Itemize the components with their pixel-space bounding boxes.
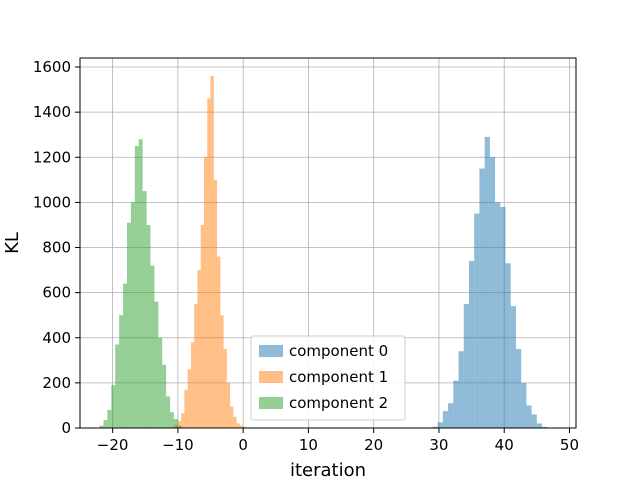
histogram-bar (458, 351, 464, 428)
y-tick-label: 0 (61, 419, 71, 437)
y-tick-label: 200 (42, 374, 71, 392)
histogram-bar (432, 426, 438, 428)
legend-swatch (259, 345, 283, 357)
histogram-bar (453, 380, 459, 428)
histogram-bar (213, 179, 218, 428)
histogram-bar (542, 426, 548, 428)
histogram-bar (177, 425, 182, 428)
histogram-bar (484, 136, 490, 428)
histogram-bar (173, 418, 178, 428)
histogram-bar (190, 342, 195, 428)
x-tick-label: −10 (162, 436, 194, 454)
histogram-bar (510, 306, 516, 428)
series-2-bars (99, 139, 182, 429)
histogram-bar (217, 256, 221, 428)
histogram-bar (115, 344, 120, 428)
x-axis-label: iteration (290, 460, 366, 480)
histogram-bar (126, 222, 131, 428)
histogram-bar (204, 157, 208, 428)
histogram-bar (505, 263, 511, 428)
x-tick-label: −20 (97, 436, 129, 454)
y-tick-label: 600 (42, 284, 71, 302)
histogram-bar (123, 283, 127, 428)
series-1-bars (171, 76, 247, 429)
histogram-bar (479, 168, 485, 429)
histogram-bar (138, 139, 143, 428)
histogram-bar (197, 270, 201, 428)
histogram-bar (468, 261, 475, 428)
histogram-bar (207, 98, 211, 429)
histogram-bar (474, 213, 480, 428)
histogram-bar (226, 382, 231, 428)
x-tick-label: 50 (560, 436, 579, 454)
histogram-bar (158, 337, 163, 428)
histogram-bar (220, 315, 224, 428)
histogram-bar (162, 364, 167, 428)
legend-box (250, 335, 406, 421)
legend-label: component 0 (289, 342, 388, 360)
histogram-bar (531, 414, 537, 428)
y-tick-label: 1600 (33, 58, 71, 76)
legend: component 0 component 1 component 2 (250, 335, 406, 421)
histogram-bar (236, 423, 240, 428)
y-tick-label: 400 (42, 329, 71, 347)
histogram-bar (166, 396, 171, 428)
histogram-bar (233, 416, 237, 428)
histogram-bar (442, 411, 449, 428)
histogram-bar (210, 76, 214, 429)
histogram-bar (187, 369, 191, 428)
x-tick-label: 30 (429, 436, 448, 454)
y-tick-label: 1400 (33, 103, 71, 121)
legend-label: component 1 (289, 368, 388, 386)
histogram-bar (130, 202, 135, 428)
histogram-bar (111, 385, 116, 428)
histogram-bar (99, 425, 104, 428)
histogram-bar (437, 422, 443, 428)
x-axis-ticks: −20 −10 0 10 20 30 40 50 (97, 428, 579, 454)
legend-swatch (259, 371, 283, 383)
histogram-bar (134, 145, 139, 429)
histogram-bar (142, 191, 147, 428)
series-0-bars (432, 136, 548, 429)
legend-swatch (259, 397, 283, 409)
histogram-bar (119, 315, 124, 428)
histogram-bar (170, 412, 174, 428)
histogram-bar (223, 349, 227, 428)
histogram-bar (200, 224, 204, 428)
y-axis-ticks: 0 200 400 600 800 1000 1200 1400 1600 (33, 58, 80, 437)
y-axis-label: KL (2, 232, 23, 254)
x-tick-label: 20 (364, 436, 383, 454)
histogram-bar (184, 389, 188, 428)
y-tick-label: 1200 (33, 148, 71, 166)
histogram-bar (463, 303, 469, 428)
histogram-bar (230, 406, 234, 428)
histogram-bar (107, 409, 112, 428)
histogram-bar (103, 420, 108, 428)
histogram-bar (536, 423, 543, 428)
histogram-bar (181, 413, 185, 428)
histogram-bar (495, 202, 501, 428)
histogram-bar (239, 425, 244, 428)
histogram-bar (515, 349, 522, 428)
histogram-bar (521, 382, 527, 428)
legend-label: component 2 (289, 394, 388, 412)
histogram-bar (150, 265, 155, 428)
x-tick-label: 40 (495, 436, 514, 454)
histogram-bar (154, 301, 159, 428)
x-tick-label: 0 (238, 436, 248, 454)
histogram-bar (489, 157, 496, 428)
histogram-bar (194, 303, 198, 428)
histogram-bar (177, 421, 182, 428)
y-tick-label: 800 (42, 239, 71, 257)
histogram-bar (526, 405, 532, 428)
plot-frame (79, 57, 577, 429)
histogram-bar (500, 206, 506, 428)
histogram-bars (99, 76, 548, 429)
y-tick-label: 1000 (33, 193, 71, 211)
histogram-bar (243, 426, 247, 428)
histogram-bar (146, 224, 151, 428)
histogram-bar (448, 403, 454, 428)
x-tick-label: 10 (299, 436, 318, 454)
